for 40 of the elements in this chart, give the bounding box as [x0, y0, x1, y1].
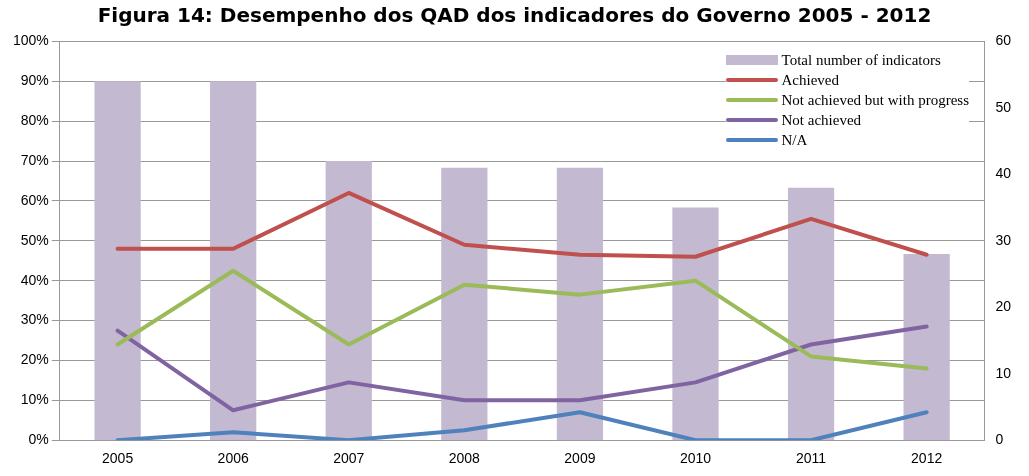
y2-tick-label: 0 [995, 431, 1004, 448]
bar [787, 187, 835, 441]
legend-label: Achieved [781, 71, 840, 89]
x-tick-label: 2010 [679, 450, 712, 467]
y-tick-label: 60% [20, 191, 49, 208]
y2-tick-label: 20 [995, 298, 1012, 315]
y-tick-label: 80% [20, 112, 49, 129]
legend-label: N/A [781, 131, 808, 149]
x-tick-label: 2005 [102, 450, 134, 467]
x-tick-label: 2007 [333, 450, 365, 467]
x-tick-label: 2011 [796, 450, 827, 467]
y-tick-label: 100% [12, 32, 49, 49]
y-tick-label: 40% [20, 271, 49, 288]
bar [325, 161, 372, 441]
y2-tick-label: 40 [995, 165, 1012, 182]
y-tick-label: 50% [20, 231, 49, 248]
bar [903, 254, 950, 441]
y-tick-label: 70% [20, 151, 49, 168]
legend-label: Not achieved but with progress [781, 91, 969, 109]
x-tick-label: 2008 [448, 450, 481, 467]
y-tick-label: 10% [20, 391, 49, 408]
legend-label: Total number of indicators [781, 51, 941, 69]
x-tick-label: 2009 [564, 450, 596, 467]
bar [556, 167, 604, 441]
legend-label: Not achieved [781, 111, 862, 129]
x-tick-label: 2012 [911, 450, 943, 467]
y-tick-label: 30% [20, 311, 49, 328]
y-tick-label: 0% [28, 431, 49, 448]
bar [210, 81, 257, 441]
bar [441, 167, 488, 441]
bar [672, 207, 719, 441]
y2-tick-label: 60 [995, 32, 1012, 49]
y2-tick-label: 50 [995, 98, 1012, 115]
chart-title: Figura 14: Desempenho dos QAD dos indicadores do Governo 2005 - 2012 [96, 2, 933, 29]
y2-tick-label: 10 [995, 364, 1012, 381]
y2-tick-label: 30 [995, 231, 1012, 248]
y-tick-label: 90% [20, 72, 49, 89]
x-tick-label: 2006 [217, 450, 249, 467]
y-tick-label: 20% [20, 351, 49, 368]
bar [94, 81, 141, 441]
